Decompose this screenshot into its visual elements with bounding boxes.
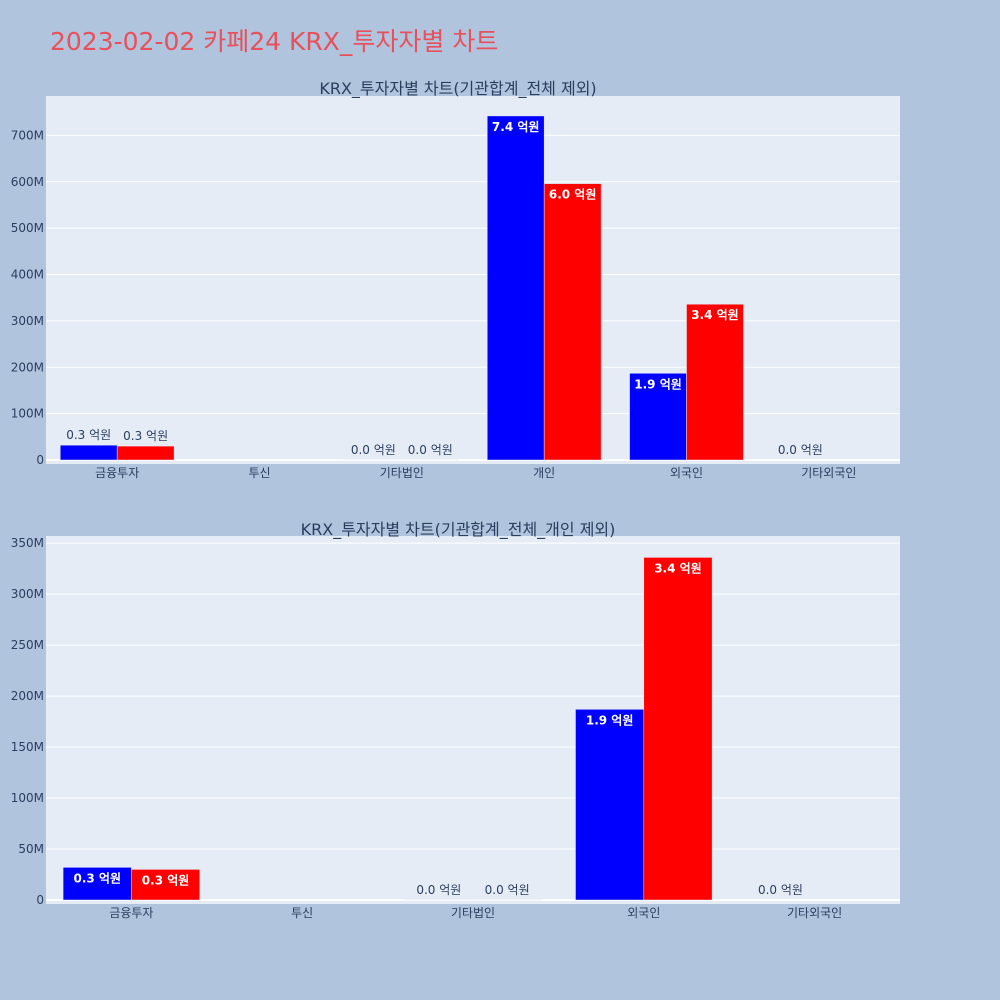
data-label: 1.9 억원 bbox=[634, 377, 682, 391]
y-tick-label: 150M bbox=[11, 740, 44, 754]
bar bbox=[543, 183, 602, 461]
bar bbox=[575, 709, 645, 901]
x-tick-label: 외국인 bbox=[627, 906, 660, 920]
y-tick-label: 50M bbox=[18, 842, 44, 856]
page-title: 2023-02-02 카페24 KRX_투자자별 차트 bbox=[50, 27, 499, 56]
data-label: 0.0 억원 bbox=[408, 443, 453, 457]
y-tick-label: 300M bbox=[11, 587, 44, 601]
bar bbox=[131, 869, 200, 901]
y-tick-label: 350M bbox=[11, 536, 44, 550]
y-tick-label: 600M bbox=[11, 175, 44, 189]
data-label: 3.4 억원 bbox=[654, 561, 702, 575]
bar bbox=[116, 445, 175, 461]
data-label: 0.0 억원 bbox=[778, 443, 823, 457]
data-label: 3.4 억원 bbox=[691, 308, 739, 322]
chart-subtitle: KRX_투자자별 차트(기관합계_전체_개인 제외) bbox=[301, 520, 616, 540]
plot-area bbox=[46, 536, 900, 904]
y-tick-label: 700M bbox=[11, 128, 44, 142]
data-label: 6.0 억원 bbox=[549, 188, 597, 202]
data-label: 0.3 억원 bbox=[123, 429, 168, 443]
y-tick-label: 400M bbox=[11, 268, 44, 282]
data-label: 0.0 억원 bbox=[351, 443, 396, 457]
data-label: 0.0 억원 bbox=[416, 883, 461, 897]
bar bbox=[486, 115, 545, 461]
x-tick-label: 투신 bbox=[291, 906, 313, 920]
data-label: 0.0 억원 bbox=[758, 883, 803, 897]
data-label: 1.9 억원 bbox=[586, 713, 634, 727]
data-label: 0.3 억원 bbox=[66, 428, 111, 442]
bar bbox=[686, 303, 744, 461]
y-tick-label: 300M bbox=[11, 314, 44, 328]
data-label: 0.3 억원 bbox=[142, 873, 190, 887]
bar bbox=[62, 867, 132, 901]
y-tick-label: 0 bbox=[36, 453, 44, 467]
x-tick-label: 기타법인 bbox=[380, 466, 424, 480]
y-tick-label: 200M bbox=[11, 689, 44, 703]
x-tick-label: 금융투자 bbox=[95, 466, 139, 480]
plot-area bbox=[46, 96, 900, 464]
x-tick-label: 기타외국인 bbox=[787, 906, 842, 920]
x-tick-label: 기타법인 bbox=[451, 906, 495, 920]
x-tick-label: 외국인 bbox=[670, 466, 703, 480]
bar bbox=[643, 557, 713, 901]
data-label: 7.4 억원 bbox=[492, 120, 540, 134]
y-tick-label: 500M bbox=[11, 221, 44, 235]
x-tick-label: 개인 bbox=[533, 466, 555, 480]
y-tick-label: 100M bbox=[11, 407, 44, 421]
y-tick-label: 100M bbox=[11, 791, 44, 805]
x-tick-label: 기타외국인 bbox=[801, 466, 856, 480]
bar bbox=[629, 373, 687, 461]
x-tick-label: 금융투자 bbox=[109, 906, 153, 920]
y-tick-label: 250M bbox=[11, 638, 44, 652]
x-tick-label: 투신 bbox=[248, 466, 270, 480]
y-tick-label: 200M bbox=[11, 360, 44, 374]
chart-subtitle: KRX_투자자별 차트(기관합계_전체 제외) bbox=[319, 79, 596, 99]
y-tick-label: 0 bbox=[36, 893, 44, 907]
data-label: 0.0 억원 bbox=[485, 883, 530, 897]
data-label: 0.3 억원 bbox=[73, 871, 121, 885]
